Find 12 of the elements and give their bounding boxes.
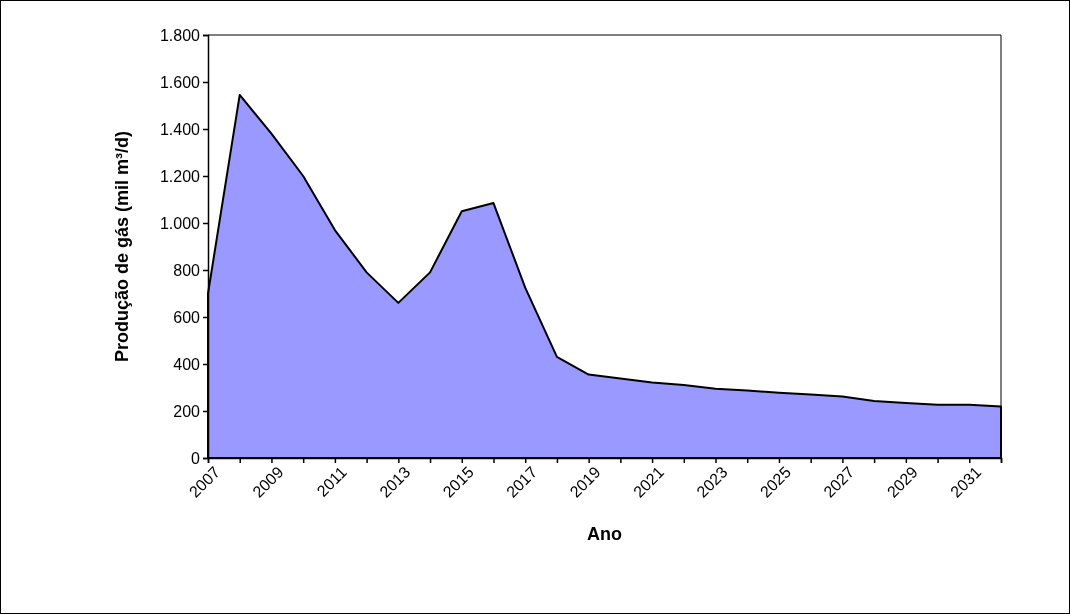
x-axis-title: Ano [587,524,622,544]
y-tick-label: 1.200 [159,167,201,185]
y-axis-title: Produção de gás (mil m³/d) [112,130,132,363]
y-tick-label: 400 [173,355,201,373]
y-tick-label: 0 [191,449,201,467]
y-tick-label: 600 [173,308,201,326]
y-tick-label: 1.000 [159,214,201,232]
y-tick-label: 1.600 [159,73,201,91]
y-tick-label: 200 [173,402,201,420]
y-tick-label: 1.800 [159,26,201,44]
y-tick-label: 800 [173,261,201,279]
y-tick-label: 1.400 [159,120,201,138]
